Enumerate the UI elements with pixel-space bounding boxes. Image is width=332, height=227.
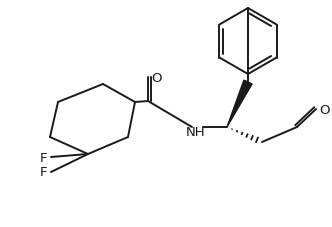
Text: NH: NH xyxy=(186,126,206,139)
Text: F: F xyxy=(39,151,47,164)
Text: F: F xyxy=(39,165,47,178)
Text: O: O xyxy=(320,103,330,116)
Polygon shape xyxy=(227,81,252,127)
Text: O: O xyxy=(152,71,162,84)
